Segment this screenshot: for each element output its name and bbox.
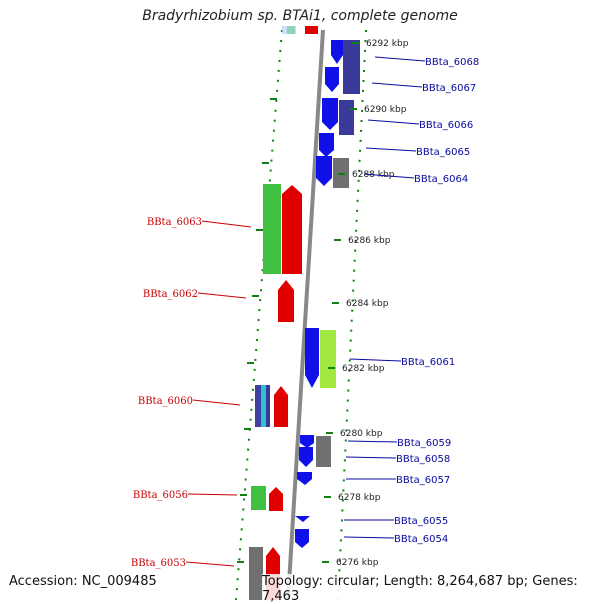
scale-label: 6278 kbp [338,493,381,503]
gene-leader-line [192,399,241,406]
gene-block [320,330,336,388]
gene-label: BBta_6064 [414,174,468,185]
scale-label: 6282 kbp [342,364,385,374]
outer-track-dotted-line [235,29,283,600]
reverse-gene-group [249,184,302,600]
gene-label: BBta_6054 [394,534,448,545]
gene-arrow [278,280,294,322]
scale-label: 6276 kbp [336,558,379,568]
top-gene-red [305,26,318,34]
accession-text: Accession: NC_009485 [9,574,157,589]
gene-block [251,486,266,510]
scale-label: 6286 kbp [348,236,391,246]
gene-leader-line [374,56,426,62]
gene-label: BBta_6066 [419,120,473,131]
gene-label: BBta_6062 [143,289,198,300]
gene-arrow [319,133,334,157]
gene-arrow [325,67,339,92]
scale-label: 6280 kbp [340,429,383,439]
gene-label: BBta_6059 [397,438,451,449]
gene-label: BBta_6068 [425,57,479,68]
forward-gene-group [295,40,360,548]
gene-block [263,184,281,274]
gene-leader-line [363,173,415,179]
gene-leader-line [347,440,398,443]
gene-leader-line [349,358,402,362]
gene-label: BBta_6058 [396,454,450,465]
gene-label: BBta_6057 [396,475,450,486]
top-gene-lightblue [282,26,296,34]
gene-label: BBta_6063 [147,217,202,228]
gene-arrow [295,516,310,522]
scale-label: 6290 kbp [364,105,407,115]
gene-label: BBta_6060 [138,396,193,407]
gene-arrow [269,487,283,511]
gene-block [249,547,263,600]
gene-label: BBta_6065 [416,147,470,158]
gene-leader-line [345,456,397,459]
gene-leader-line [187,493,238,496]
gene-arrow [282,185,302,274]
gene-leader-line [367,119,420,125]
gene-arrow [274,386,288,427]
scale-label: 6292 kbp [366,39,409,49]
gene-arrow [299,447,313,467]
gene-block [339,100,354,135]
gene-block [316,436,331,467]
gene-label: BBta_6055 [394,516,448,527]
gene-label: BBta_6061 [401,357,455,368]
gene-arrow [316,156,332,186]
gene-leader-line [371,82,423,88]
gene-leader-line [201,220,252,228]
scale-label: 6284 kbp [346,299,389,309]
gene-leader-line [185,561,235,567]
gene-block [343,40,360,94]
genome-title: Bradyrhizobium sp. BTAi1, complete genom… [142,8,458,24]
gene-leader-line [343,536,395,539]
gene-block [255,385,261,427]
gene-arrow [305,328,319,388]
gene-leader-line [197,292,247,299]
gene-label: BBta_6067 [422,83,476,94]
gene-label-group: BBta_6068 BBta_6067 BBta_6066 BBta_6065 BBta… [131,56,479,569]
gene-arrow [295,529,309,548]
gene-block [266,385,270,427]
gene-leader-line [365,147,417,152]
gene-label: BBta_6053 [131,558,186,569]
gene-arrow [300,435,314,448]
gene-arrow [322,98,338,130]
gene-arrow [331,40,343,64]
gene-block [261,385,266,427]
backbone-line [286,29,325,600]
gene-arrow [297,472,312,485]
gene-label: BBta_6056 [133,490,188,501]
topology-text: Topology: circular; Length: 8,264,687 bp… [262,574,600,604]
